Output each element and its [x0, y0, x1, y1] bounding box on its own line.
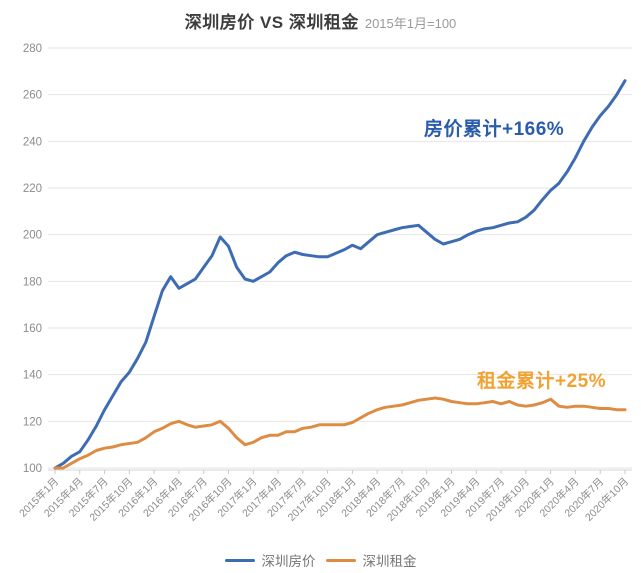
- rent-line: [53, 396, 627, 470]
- y-axis-label-140: 140: [23, 370, 42, 382]
- legend-label-house-price: 深圳房价: [261, 554, 316, 569]
- y-axis-label-180: 180: [23, 276, 42, 288]
- chart-title-main: 深圳房价 VS 深圳租金: [184, 13, 359, 32]
- price-annotation: 房价累计+166%: [424, 119, 565, 140]
- y-axis-label-100: 100: [23, 463, 42, 475]
- y-axis-label-200: 200: [23, 230, 42, 242]
- house-price-line-swatch: [224, 558, 255, 562]
- chart-legend: 深圳房价 深圳租金: [0, 550, 641, 570]
- house-price-line: [53, 79, 627, 470]
- legend-item-rent: 深圳租金: [325, 550, 417, 570]
- y-axis-label-120: 120: [23, 416, 42, 428]
- y-axis-label-240: 240: [23, 136, 42, 148]
- chart-title: 深圳房价 VS 深圳租金 2015年1月=100: [0, 8, 641, 33]
- y-axis-label-280: 280: [23, 43, 42, 55]
- legend-item-house-price: 深圳房价: [224, 550, 316, 570]
- rent-annotation: 租金累计+25%: [477, 371, 607, 392]
- legend-label-rent: 深圳租金: [362, 554, 417, 569]
- chart-title-subtitle: 2015年1月=100: [364, 16, 457, 31]
- y-axis-label-160: 160: [23, 323, 42, 335]
- y-axis-label-220: 220: [23, 183, 42, 195]
- y-axis-label-260: 260: [23, 90, 42, 102]
- rent-line-swatch: [325, 558, 356, 562]
